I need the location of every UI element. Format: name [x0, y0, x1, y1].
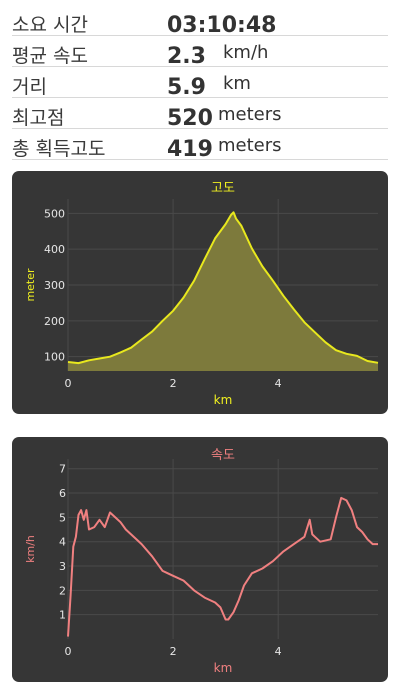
x-axis-label: km — [214, 393, 233, 407]
x-tick-label: 4 — [275, 645, 282, 658]
speed-chart: 속도 1 2 3 4 5 6 7 0 2 4 km km/h — [24, 448, 378, 675]
stat-unit: km — [223, 73, 251, 94]
x-tick-label: 0 — [65, 377, 72, 390]
y-tick-label: 500 — [44, 207, 65, 220]
stat-label: 최고점 — [12, 107, 65, 129]
y-tick-label: 200 — [44, 315, 65, 328]
stat-label: 평균 속도 — [12, 45, 88, 67]
stat-value: 03:10:48 — [167, 13, 277, 38]
chart-title: 고도 — [211, 181, 235, 196]
y-tick-label: 5 — [59, 511, 66, 524]
stat-value: 520 — [167, 106, 213, 131]
stat-duration: 소요 시간 03:10:48 — [12, 5, 388, 38]
speed-chart-card: 속도 1 2 3 4 5 6 7 0 2 4 km km/h — [12, 437, 388, 682]
altitude-area — [68, 212, 378, 371]
stat-label: 소요 시간 — [12, 14, 88, 36]
altitude-chart: 고도 100 200 300 400 500 0 2 4 km meter — [24, 181, 379, 407]
stat-label: 총 획득고도 — [12, 138, 106, 160]
stat-unit: meters — [218, 135, 282, 156]
altitude-chart-card: 고도 100 200 300 400 500 0 2 4 km meter — [12, 171, 388, 414]
y-tick-label: 6 — [59, 487, 66, 500]
speed-line — [67, 496, 378, 637]
y-tick-label: 7 — [59, 463, 66, 476]
stat-max-altitude: 최고점 520 meters — [12, 98, 388, 131]
stat-value: 2.3 — [167, 44, 206, 69]
stat-value: 5.9 — [167, 75, 206, 100]
x-tick-label: 4 — [275, 377, 282, 390]
y-tick-label: 2 — [59, 584, 66, 597]
stat-total-ascent: 총 획득고도 419 meters — [12, 129, 388, 162]
altitude-line — [67, 211, 379, 365]
stat-label: 거리 — [12, 76, 47, 98]
stat-distance: 거리 5.9 km — [12, 67, 388, 100]
stat-unit: km/h — [223, 42, 269, 63]
y-tick-label: 400 — [44, 243, 65, 256]
stat-average-speed: 평균 속도 2.3 km/h — [12, 36, 388, 69]
x-tick-label: 2 — [170, 377, 177, 390]
y-tick-label: 4 — [59, 536, 66, 549]
chart-title: 속도 — [211, 448, 235, 463]
y-tick-label: 300 — [44, 279, 65, 292]
y-tick-label: 1 — [59, 609, 66, 622]
x-tick-label: 0 — [65, 645, 72, 658]
y-tick-label: 3 — [59, 560, 66, 573]
y-axis-label: meter — [24, 268, 37, 302]
x-tick-label: 2 — [170, 645, 177, 658]
y-axis-label: km/h — [24, 535, 37, 563]
y-tick-label: 100 — [44, 351, 65, 364]
x-axis-label: km — [214, 661, 233, 675]
stat-value: 419 — [167, 137, 213, 162]
stat-unit: meters — [218, 104, 282, 125]
